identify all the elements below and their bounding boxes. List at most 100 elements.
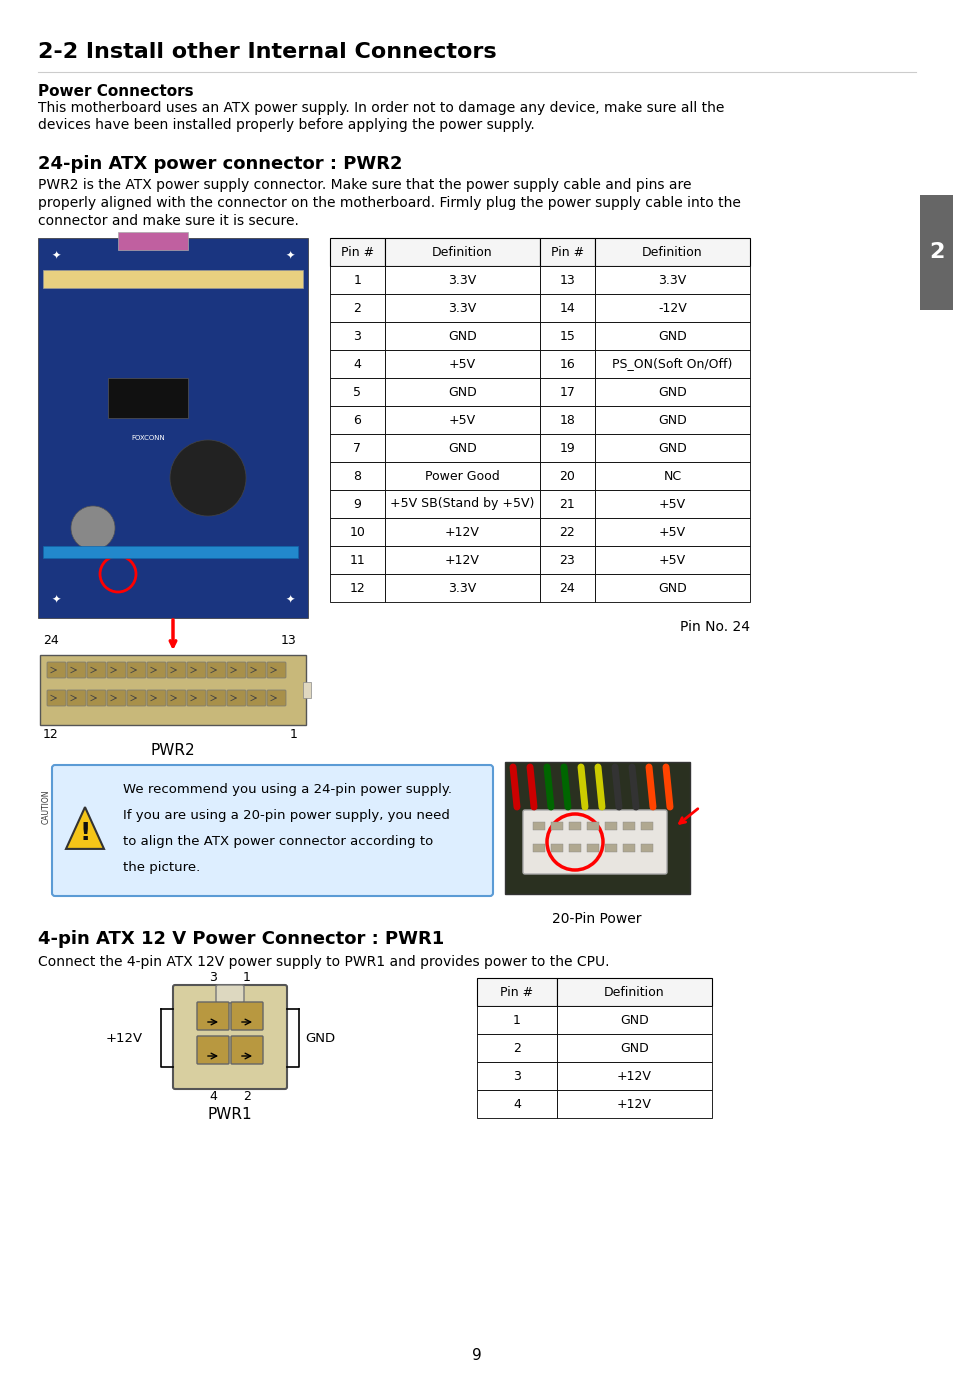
Text: 13: 13 [559, 274, 575, 286]
Text: 24: 24 [43, 633, 59, 647]
Bar [330, 546, 385, 574]
Text: +5V: +5V [449, 357, 476, 371]
Text: ✦: ✦ [285, 595, 294, 604]
FancyBboxPatch shape [87, 690, 106, 705]
Bar [604, 822, 617, 830]
Bar [557, 1090, 711, 1117]
FancyBboxPatch shape [147, 662, 166, 678]
Bar [330, 238, 385, 266]
Bar [476, 1062, 557, 1090]
Text: 3.3V: 3.3V [658, 274, 686, 286]
Text: 12: 12 [43, 727, 59, 741]
Text: the picture.: the picture. [123, 862, 200, 874]
Text: +12V: +12V [617, 1069, 651, 1083]
Bar [108, 378, 188, 418]
Text: devices have been installed properly before applying the power supply.: devices have been installed properly bef… [38, 118, 535, 131]
Bar [539, 378, 595, 407]
Circle shape [170, 440, 246, 516]
Text: 15: 15 [559, 329, 575, 343]
Bar [604, 844, 617, 852]
Text: +12V: +12V [106, 1032, 143, 1044]
Bar [476, 978, 557, 1005]
Bar [557, 1062, 711, 1090]
Text: 1: 1 [513, 1014, 520, 1026]
FancyBboxPatch shape [107, 690, 126, 705]
FancyBboxPatch shape [187, 690, 206, 705]
Text: 2: 2 [513, 1041, 520, 1054]
Text: 20-Pin Power: 20-Pin Power [552, 911, 641, 927]
Text: GND: GND [619, 1041, 648, 1054]
Bar [595, 350, 749, 378]
Bar [595, 295, 749, 322]
Bar [640, 822, 652, 830]
Bar [533, 844, 544, 852]
Bar [557, 1034, 711, 1062]
FancyBboxPatch shape [47, 662, 66, 678]
Text: PWR2: PWR2 [151, 743, 195, 758]
Text: 6: 6 [354, 414, 361, 426]
FancyBboxPatch shape [522, 810, 666, 874]
Bar [622, 822, 635, 830]
Polygon shape [66, 808, 104, 849]
FancyBboxPatch shape [147, 690, 166, 705]
Text: PS_ON(Soft On/Off): PS_ON(Soft On/Off) [612, 357, 732, 371]
Bar [568, 844, 580, 852]
Bar [385, 266, 539, 295]
Text: If you are using a 20-pin power supply, you need: If you are using a 20-pin power supply, … [123, 809, 450, 822]
Bar [622, 844, 635, 852]
Bar [640, 844, 652, 852]
Bar [539, 322, 595, 350]
Text: GND: GND [658, 581, 686, 595]
Bar [330, 434, 385, 462]
Text: Power Good: Power Good [425, 469, 499, 483]
FancyBboxPatch shape [196, 1036, 229, 1064]
FancyBboxPatch shape [67, 662, 86, 678]
Bar [539, 407, 595, 434]
Text: GND: GND [658, 414, 686, 426]
Bar [595, 407, 749, 434]
Bar [385, 490, 539, 519]
Text: CAUTION: CAUTION [42, 790, 51, 824]
FancyBboxPatch shape [167, 690, 186, 705]
Text: Definition: Definition [641, 246, 702, 259]
Text: 11: 11 [349, 553, 365, 567]
Text: 14: 14 [559, 301, 575, 314]
Bar [539, 434, 595, 462]
Text: This motherboard uses an ATX power supply. In order not to damage any device, ma: This motherboard uses an ATX power suppl… [38, 101, 723, 115]
Bar [539, 266, 595, 295]
Text: 2: 2 [928, 242, 943, 263]
Text: 19: 19 [559, 441, 575, 455]
Text: +12V: +12V [445, 526, 479, 538]
Bar [595, 574, 749, 602]
FancyBboxPatch shape [196, 1003, 229, 1030]
Bar [595, 322, 749, 350]
Text: 13: 13 [280, 633, 295, 647]
Text: Pin #: Pin # [551, 246, 583, 259]
FancyBboxPatch shape [227, 662, 246, 678]
Text: 22: 22 [559, 526, 575, 538]
Bar [476, 1005, 557, 1034]
Bar [539, 574, 595, 602]
Text: 16: 16 [559, 357, 575, 371]
Bar [595, 238, 749, 266]
Text: GND: GND [448, 386, 476, 398]
Text: 12: 12 [349, 581, 365, 595]
Bar [595, 546, 749, 574]
Bar [330, 519, 385, 546]
Bar [476, 1034, 557, 1062]
Bar [330, 407, 385, 434]
Bar [385, 295, 539, 322]
Text: +12V: +12V [445, 553, 479, 567]
Text: 9: 9 [472, 1348, 481, 1364]
Bar [38, 238, 308, 618]
Bar [586, 844, 598, 852]
Text: 2-2 Install other Internal Connectors: 2-2 Install other Internal Connectors [38, 41, 497, 62]
FancyBboxPatch shape [247, 662, 266, 678]
Bar [330, 462, 385, 490]
Text: GND: GND [448, 329, 476, 343]
Text: 2: 2 [354, 301, 361, 314]
Text: 7: 7 [354, 441, 361, 455]
Bar [595, 266, 749, 295]
Text: Pin #: Pin # [500, 986, 533, 999]
Text: 24: 24 [559, 581, 575, 595]
